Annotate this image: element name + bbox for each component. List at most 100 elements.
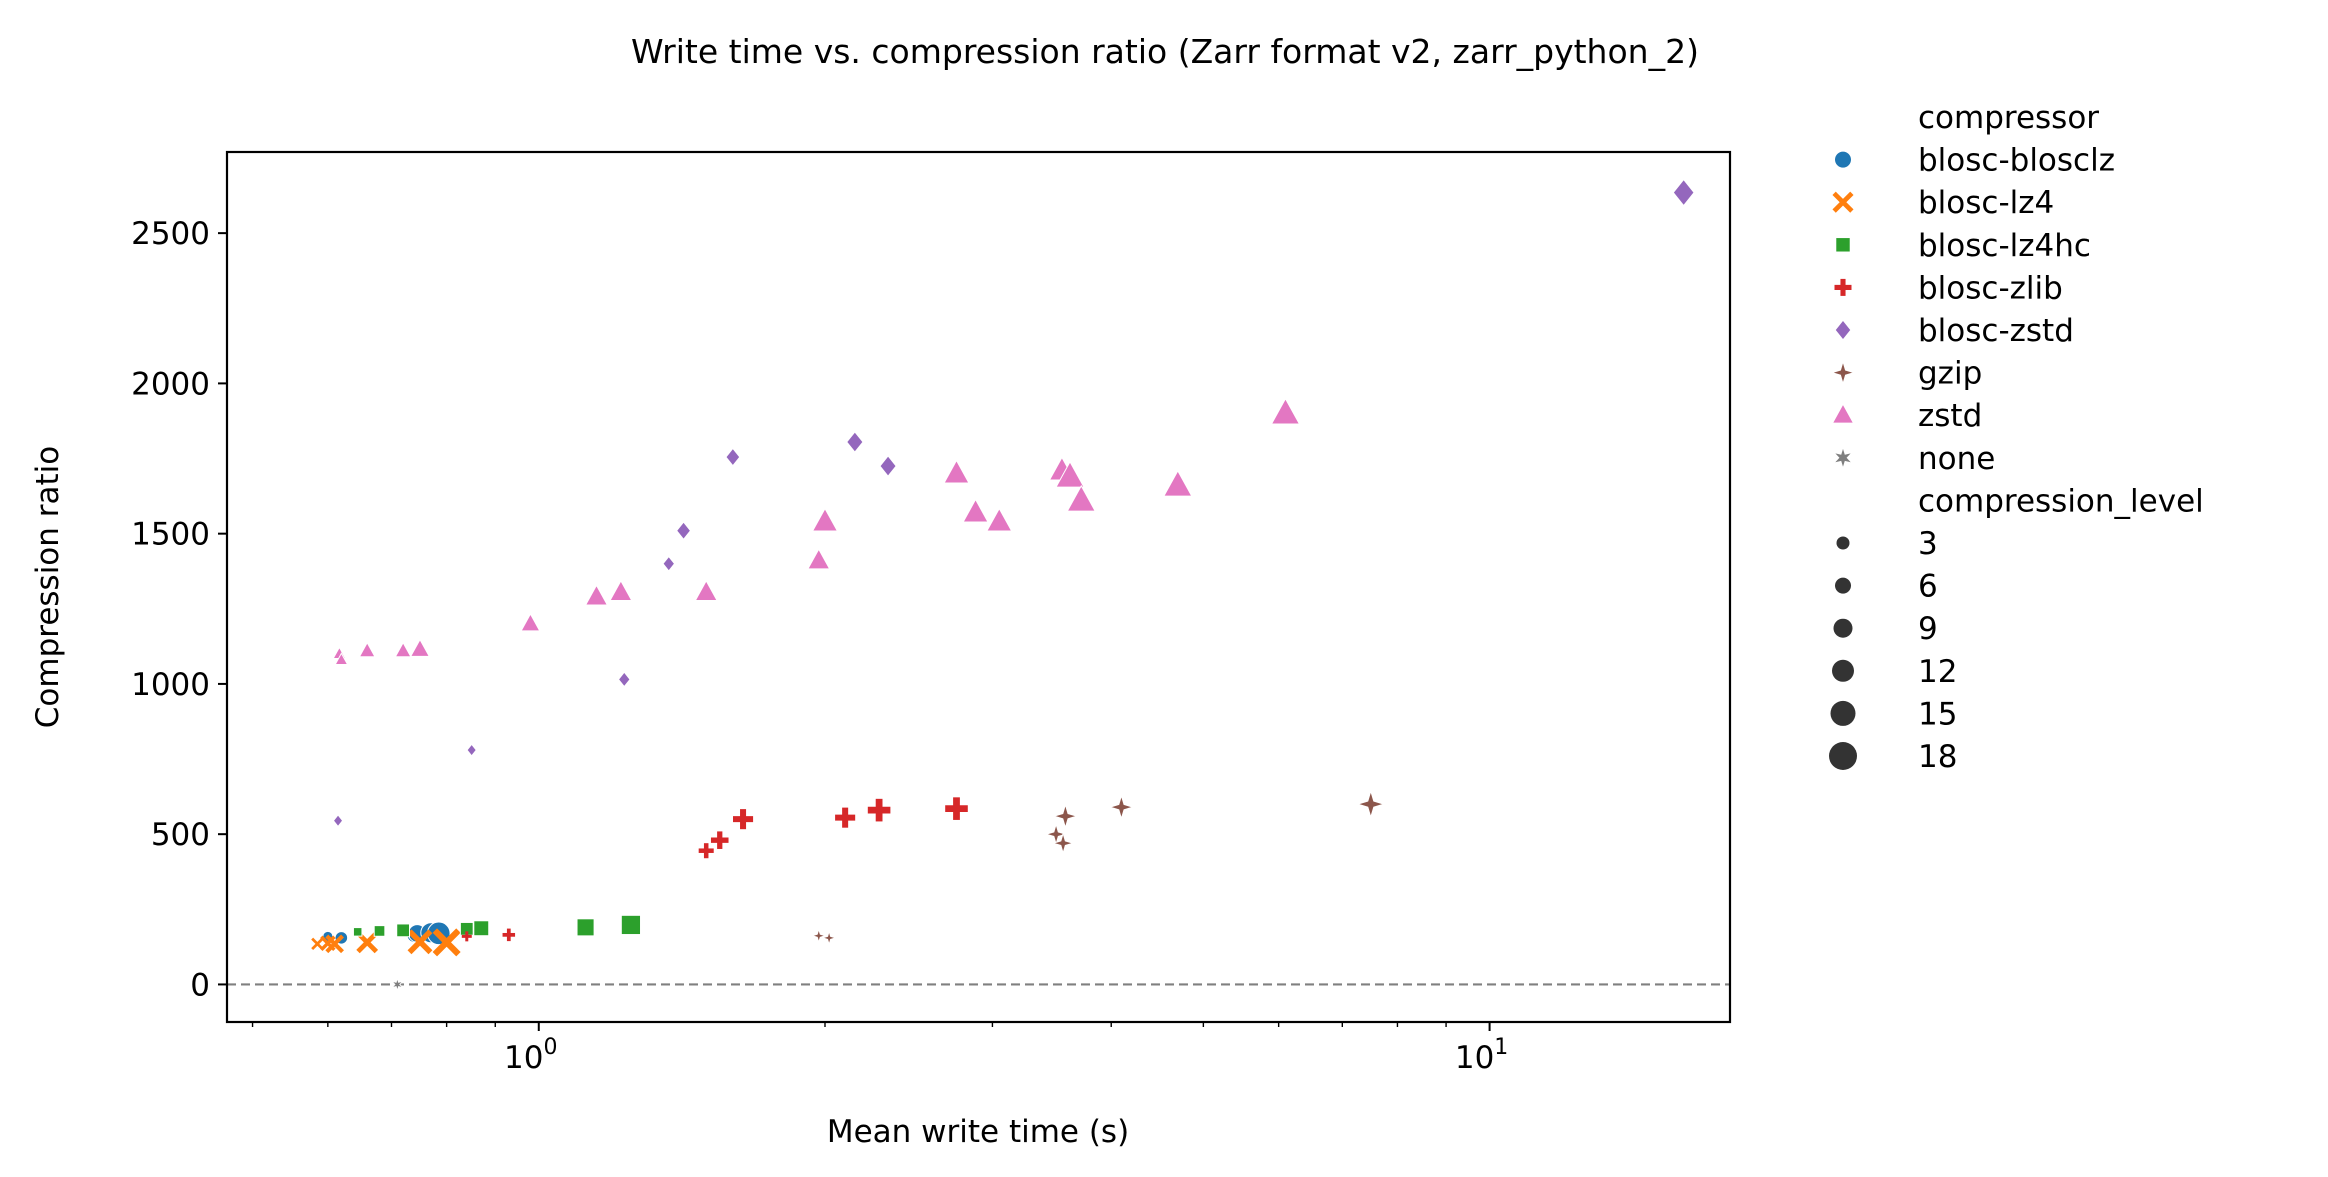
data-point-gzip — [1108, 793, 1135, 821]
y-tick-label: 2500 — [131, 216, 210, 252]
data-point-blosc-zstd — [1672, 178, 1695, 207]
data-point-blosc-zstd — [617, 671, 631, 688]
legend-marker-zstd — [1831, 403, 1855, 424]
y-axis: 0 500 1000 1500 2000 2500 — [131, 216, 227, 1003]
data-point-blosc-lz4 — [407, 929, 433, 955]
data-point-blosc-zlib — [502, 928, 516, 942]
legend-label-zstd: zstd — [1918, 398, 1982, 434]
data-point-blosc-zlib — [867, 798, 891, 822]
data-point-zstd — [1055, 460, 1085, 488]
legend-size-label: 6 — [1918, 569, 1938, 605]
legend-label-blosc-lz4: blosc-lz4 — [1918, 185, 2054, 221]
legend-size-label: 15 — [1918, 696, 1957, 732]
legend-marker-gzip — [1830, 359, 1856, 386]
data-point-zstd — [986, 507, 1013, 532]
data-point-blosc-zlib — [945, 797, 968, 820]
y-tick-label: 2000 — [131, 366, 210, 402]
legend-size-label: 12 — [1918, 654, 1957, 690]
series-gzip — [810, 789, 1386, 947]
data-point-zstd — [409, 638, 431, 657]
legend-marker-blosc-zlib — [1834, 278, 1852, 296]
plot-frame — [225, 150, 1732, 1024]
data-point-blosc-zlib — [461, 931, 472, 942]
data-point-zstd — [943, 459, 970, 484]
data-point-blosc-lz4 — [432, 928, 461, 957]
data-point-zstd — [807, 548, 831, 570]
legend-label-blosc-blosclz: blosc-blosclz — [1918, 143, 2115, 179]
legend-label-none: none — [1918, 441, 1995, 477]
data-point-blosc-lz4hc — [352, 927, 363, 937]
series-blosc-zlib — [461, 797, 968, 942]
plot-area — [225, 150, 1732, 1024]
data-point-zstd — [358, 641, 376, 658]
data-point-blosc-lz4hc — [373, 925, 386, 937]
x-tick-label: 100 — [504, 1035, 557, 1076]
legend-title-compression-level: compression_level — [1918, 483, 2204, 519]
legend-marker-none — [1832, 445, 1854, 471]
legend-size-marker — [1829, 742, 1857, 770]
x-axis-label: Mean write time (s) — [827, 1114, 1129, 1150]
legend-size-marker — [1836, 536, 1850, 550]
data-point-zstd — [1163, 469, 1193, 497]
data-point-blosc-lz4hc — [396, 923, 411, 938]
legend-size-marker — [1833, 618, 1853, 638]
y-tick-label: 500 — [151, 817, 210, 853]
legend-size-marker — [1830, 700, 1856, 726]
data-point-zstd — [520, 613, 541, 632]
legend-label-blosc-lz4hc: blosc-lz4hc — [1918, 228, 2091, 264]
y-tick-label: 1000 — [131, 667, 210, 703]
data-point-zstd — [334, 652, 349, 666]
data-point-blosc-zstd — [879, 455, 897, 477]
data-point-blosc-zlib — [710, 831, 729, 849]
series-blosc-lz4 — [311, 928, 461, 957]
legend-marker-blosc-lz4 — [1832, 191, 1854, 213]
data-point-blosc-lz4hc — [576, 918, 595, 937]
legend: compressor blosc-blosclz blosc-lz4 blosc-lz… — [1829, 100, 2204, 775]
legend-size-marker — [1835, 577, 1851, 594]
legend-label-blosc-zlib: blosc-zlib — [1918, 270, 2063, 306]
y-tick-label: 0 — [190, 967, 210, 1003]
data-point-blosc-zstd — [332, 814, 344, 828]
legend-marker-blosc-zstd — [1834, 319, 1852, 341]
series-zstd — [332, 397, 1301, 666]
y-axis-label: Compression ratio — [30, 446, 66, 728]
series-blosc-zstd — [332, 178, 1695, 828]
data-point-blosc-zstd — [676, 521, 692, 541]
data-point-blosc-lz4 — [325, 934, 344, 954]
data-point-blosc-zstd — [846, 431, 864, 453]
data-point-blosc-lz4 — [356, 931, 379, 954]
data-point-blosc-zstd — [466, 743, 477, 757]
data-point-none — [390, 976, 405, 993]
legend-title-compressor: compressor — [1918, 100, 2099, 136]
legend-marker-blosc-blosclz — [1834, 150, 1852, 169]
legend-label-blosc-zstd: blosc-zstd — [1918, 313, 2074, 349]
data-point-gzip — [820, 929, 838, 947]
data-point-gzip — [1051, 831, 1075, 855]
series-none — [390, 976, 405, 993]
legend-marker-blosc-lz4hc — [1835, 237, 1851, 253]
legend-size-label: 3 — [1918, 526, 1938, 562]
data-point-blosc-zstd — [725, 447, 741, 467]
series-blosc-lz4hc — [352, 914, 642, 938]
data-point-blosc-zlib — [733, 809, 754, 830]
x-axis: 100 101 — [251, 1022, 1508, 1076]
data-point-zstd — [609, 579, 633, 601]
legend-size-marker — [1832, 659, 1854, 682]
data-point-zstd — [1270, 397, 1301, 425]
data-point-zstd — [694, 579, 718, 601]
data-point-blosc-zstd — [662, 555, 676, 572]
data-point-blosc-lz4hc — [620, 914, 642, 936]
x-tick-label: 101 — [1455, 1035, 1508, 1076]
data-point-zstd — [962, 498, 989, 523]
data-point-zstd — [811, 507, 839, 532]
data-point-blosc-lz4hc — [473, 920, 490, 937]
chart-title: Write time vs. compression ratio (Zarr f… — [631, 32, 1699, 71]
data-point-zstd — [584, 584, 609, 606]
data-point-gzip — [810, 927, 828, 945]
data-point-zstd — [1066, 484, 1097, 512]
data-point-gzip — [1355, 789, 1386, 819]
data-point-blosc-zlib — [835, 807, 856, 828]
data-point-zstd — [394, 641, 412, 658]
legend-size-label: 18 — [1918, 739, 1957, 775]
